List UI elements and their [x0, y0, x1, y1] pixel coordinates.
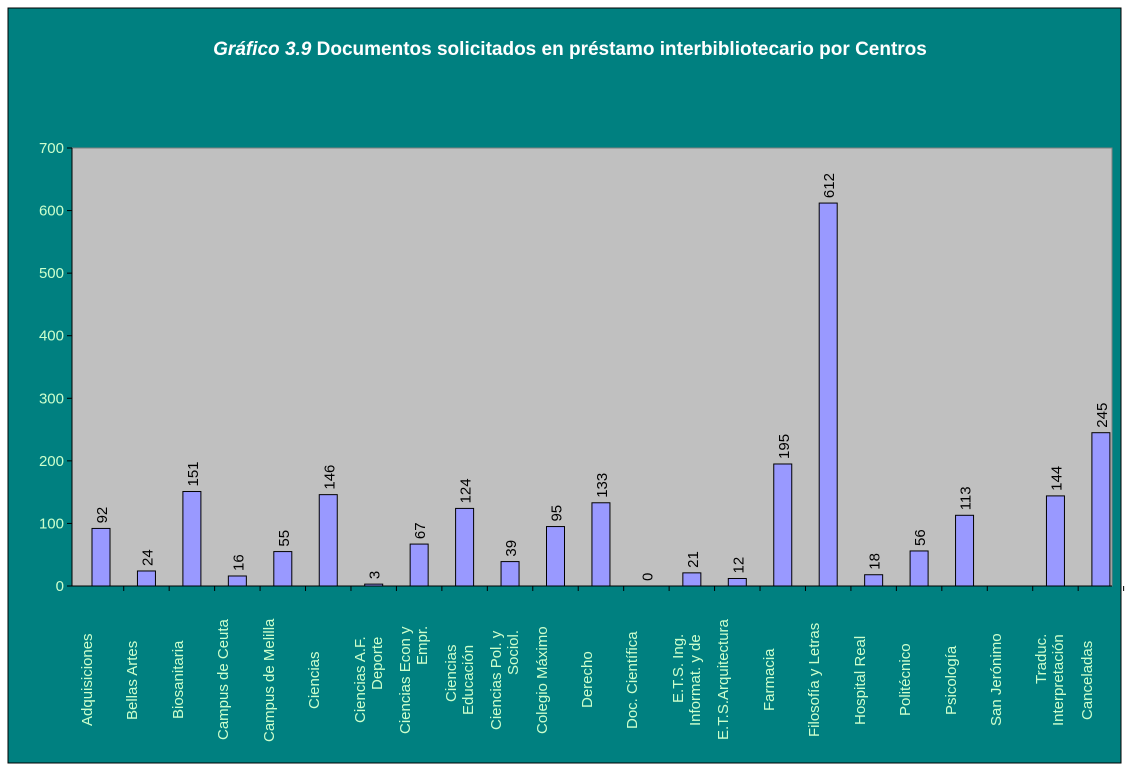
y-tick-label: 600	[39, 203, 64, 220]
x-tick-label: Ciencias Educación	[442, 644, 477, 716]
y-tick-label: 300	[39, 390, 64, 407]
y-tick-label: 700	[39, 140, 64, 157]
value-label: 56	[912, 529, 929, 546]
x-tick-label: Biosanitaria	[169, 640, 187, 720]
bar	[864, 574, 884, 587]
value-label: 18	[867, 553, 884, 570]
x-tick-label: Ciencias A.F. Deporte	[351, 636, 386, 724]
bar	[591, 502, 611, 587]
value-label: 133	[594, 473, 611, 498]
bar	[546, 526, 565, 587]
bar	[364, 583, 384, 587]
bar	[455, 507, 475, 587]
x-tick-label: Campus de Ceuta	[215, 619, 233, 741]
value-label: 144	[1048, 466, 1065, 491]
bar	[409, 543, 429, 587]
x-tick-label: Ciencias	[306, 651, 324, 709]
bar	[909, 550, 929, 587]
chart-title-box: Gráfico 3.9 Documentos solicitados en pr…	[120, 36, 1020, 63]
bar	[91, 527, 111, 587]
value-label: 195	[776, 434, 793, 459]
x-tick-label: Campus de Melilla	[260, 618, 278, 742]
chart-title: Documentos solicitados en préstamo inter…	[316, 39, 927, 60]
value-label: 3	[367, 571, 384, 579]
x-tick-label: Traduc. Interpretación	[1033, 634, 1068, 726]
value-label: 67	[412, 522, 429, 539]
x-tick-label: Filosofía y Letras	[806, 622, 824, 738]
value-label: 39	[503, 540, 520, 557]
x-tick-label: Hospital Real	[851, 635, 869, 725]
x-tick-label: E.T.S. Ing. Informat. y de	[669, 634, 704, 726]
value-label: 95	[549, 505, 566, 522]
value-label: 124	[458, 478, 475, 503]
value-label: 24	[139, 549, 156, 566]
y-tick-label: 100	[39, 515, 64, 532]
x-tick-label: Farmacia	[760, 648, 778, 712]
bar	[727, 577, 747, 587]
x-tick-label: Adquisiciones	[79, 633, 96, 727]
value-label: 113	[958, 486, 975, 510]
value-label: 146	[321, 465, 338, 490]
value-label: 92	[94, 507, 111, 524]
x-tick-label: Politécnico	[897, 643, 915, 717]
value-label: 245	[1094, 403, 1111, 428]
y-tick-label: 0	[56, 578, 64, 595]
bar	[227, 575, 247, 587]
bar	[1045, 495, 1065, 587]
x-tick-label: San Jerónimo	[988, 633, 1005, 727]
value-label: 612	[821, 173, 838, 198]
x-tick-label: Bellas Artes	[124, 640, 142, 720]
bar	[273, 551, 293, 587]
value-label: 151	[185, 461, 202, 486]
y-tick-label: 500	[39, 265, 64, 282]
bar	[136, 570, 156, 587]
chart-title-label: Gráfico 3.9	[213, 39, 312, 60]
bar	[1091, 432, 1111, 587]
value-label: 12	[730, 557, 747, 574]
bar	[318, 494, 338, 587]
bar	[955, 514, 975, 587]
x-tick-label: E.T.S.Arquitectura	[715, 619, 733, 741]
value-label: 55	[276, 530, 293, 547]
bar	[682, 572, 702, 587]
value-label: 21	[685, 551, 702, 568]
bar	[773, 463, 793, 587]
y-tick-label: 400	[39, 328, 64, 345]
x-tick-label: Ciencias Pol. y Sociol.	[488, 630, 523, 730]
x-tick-label: Psicología	[942, 645, 960, 715]
x-tick-label: Colegio Máximo	[533, 626, 551, 734]
bar	[818, 202, 838, 587]
x-tick-label: Ciencias Econ y Empr.	[397, 626, 432, 734]
bar	[500, 561, 520, 587]
x-tick-label: Derecho	[578, 651, 596, 709]
value-label: 16	[230, 554, 247, 571]
value-label: 0	[639, 573, 656, 581]
y-tick-label: 200	[39, 453, 64, 470]
bar	[182, 491, 202, 587]
x-tick-label: Canceladas	[1078, 640, 1096, 720]
x-tick-label: Doc. Científica	[624, 631, 642, 729]
